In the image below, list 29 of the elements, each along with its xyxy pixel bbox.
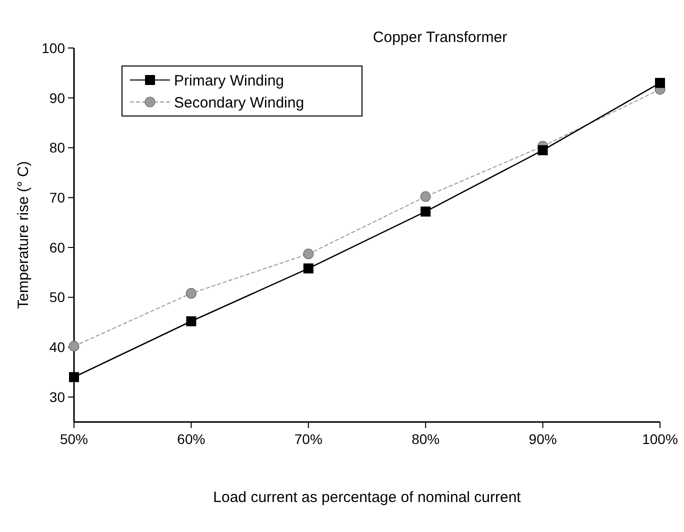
x-tick-label: 50% [60,431,88,447]
point [303,263,314,274]
legend-label: Primary Winding [174,72,284,90]
legend-label: Secondary Winding [174,94,304,112]
x-tick-label: 90% [528,431,557,447]
y-tick-label: 60 [49,239,66,256]
point [69,372,79,382]
y-axis-title: Temperature rise (° C) [15,161,32,309]
y-tick-label: 30 [49,388,66,405]
y-tick-label: 40 [49,339,66,356]
y-tick-label: 50 [49,289,66,306]
y-tick-label: 80 [49,140,66,156]
point [186,316,196,326]
point [538,145,548,156]
point [68,340,80,352]
point [420,191,431,202]
y-tick-label: 90 [49,90,66,106]
y-tick-label: 70 [49,190,66,206]
x-tick-label: 70% [294,431,322,447]
x-tick-label: 100% [642,431,678,447]
y-tick-label: 100 [42,40,66,56]
point [420,206,431,217]
x-tick-label: 60% [177,431,206,447]
point [186,288,196,299]
x-tick-label: 80% [412,431,440,447]
chart-title: Copper Transformer [372,29,508,46]
point [655,78,665,88]
point [303,248,314,260]
x-axis-title: Load current as percentage of nominal current [213,489,522,506]
